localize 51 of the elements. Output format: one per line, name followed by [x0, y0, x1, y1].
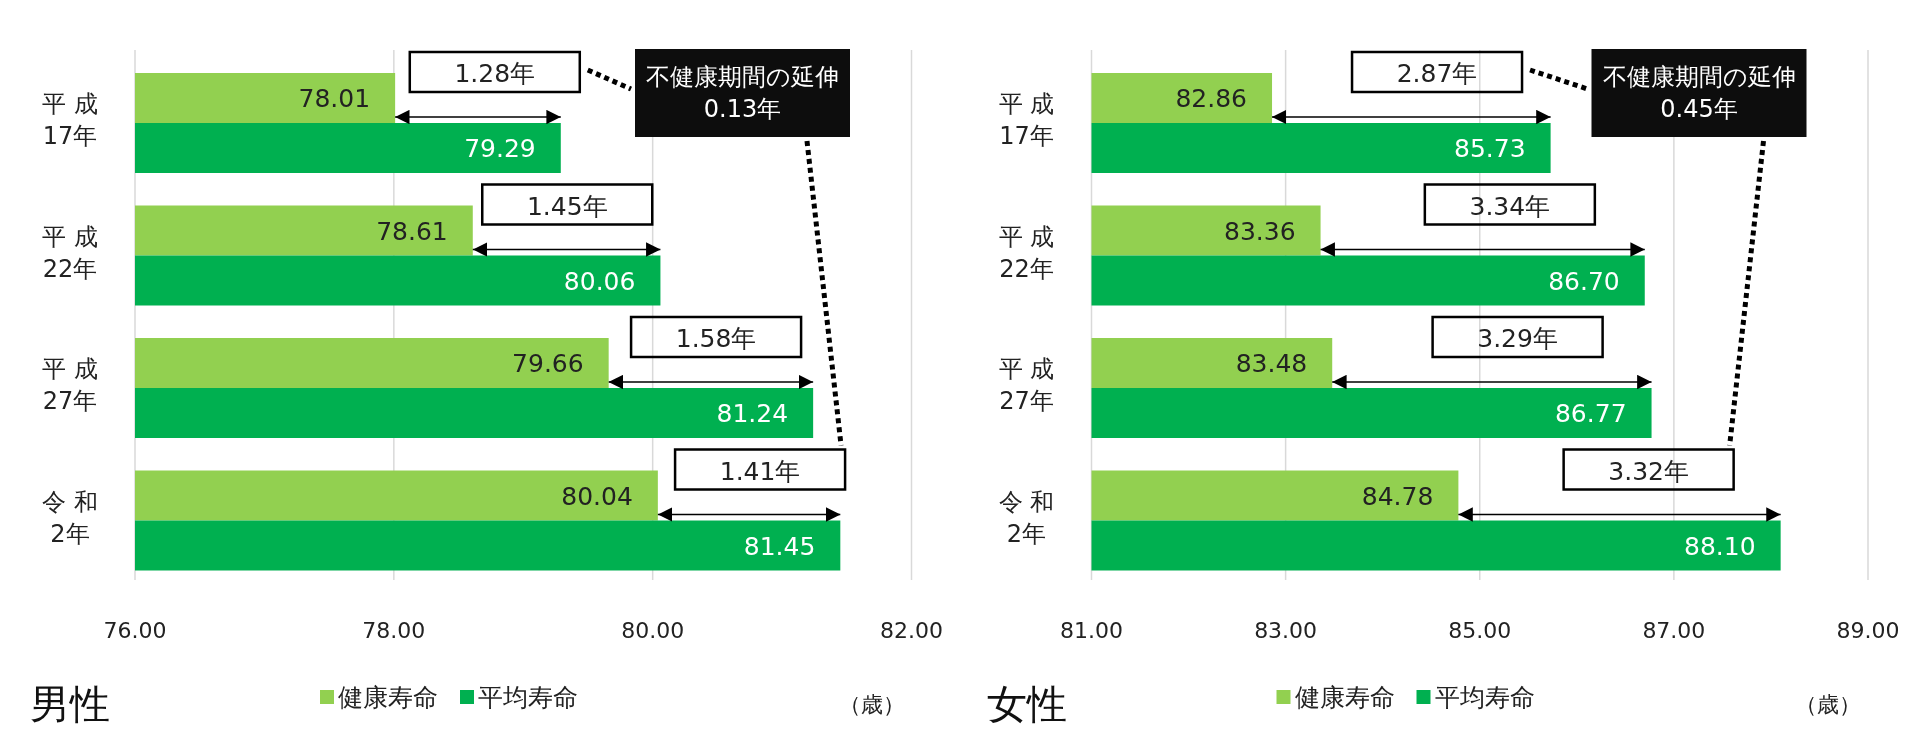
data-label: 79.29: [464, 134, 536, 163]
data-label: 83.36: [1223, 216, 1296, 246]
annotation: 3.29年: [1477, 324, 1558, 353]
data-label: 88.10: [1684, 531, 1756, 561]
y-tick-label: 令 和 2年: [42, 487, 98, 548]
x-tick-label: 85.00: [1448, 618, 1512, 643]
x-tick-label: 80.00: [621, 618, 685, 643]
y-tick-label: 平 成 22年: [998, 222, 1055, 283]
data-label: 80.06: [563, 266, 636, 296]
x-axis-title: （歳）: [1795, 692, 1861, 717]
y-tick-label: 平 成 22年: [42, 222, 98, 283]
annotation: 2.87年: [1396, 59, 1478, 88]
x-axis-title: （歳）: [838, 692, 905, 717]
x-tick-label: 81.00: [1060, 618, 1123, 643]
annotation: 1.45年: [526, 191, 608, 221]
data-label: 85.73: [1454, 134, 1526, 163]
x-tick-label: 83.00: [1254, 618, 1318, 643]
annotation: 3.32年: [1608, 456, 1689, 486]
x-tick-label: 89.00: [1836, 618, 1900, 643]
y-tick-label: 令 和 2年: [998, 487, 1055, 548]
x-tick-label: 78.00: [362, 618, 426, 643]
y-tick-label: 平 成 17年: [998, 90, 1055, 151]
annotation: 3.34年: [1469, 191, 1551, 221]
data-label: 81.45: [743, 531, 816, 561]
data-label: 78.01: [298, 84, 371, 113]
x-tick-label: 82.00: [880, 618, 943, 643]
annotation: 不健康期間の延伸 0.45年: [1602, 63, 1796, 123]
data-label: 79.66: [512, 349, 584, 378]
legend-label: 平均寿命: [478, 683, 578, 712]
legend-label: 健康寿命: [1294, 683, 1395, 712]
text: 男性: [30, 681, 110, 727]
data-label: 83.48: [1235, 349, 1308, 378]
annotation: 1.41年: [719, 456, 801, 486]
y-tick-label: 平 成 17年: [42, 90, 98, 151]
data-label: 80.04: [561, 481, 633, 511]
annotation: 不健康期間の延伸 0.13年: [646, 63, 839, 123]
annotation: 1.28年: [454, 59, 536, 88]
y-tick-label: 平 成 27年: [42, 355, 98, 416]
x-tick-label: 76.00: [103, 618, 167, 643]
data-label: 78.61: [376, 216, 448, 246]
annotation: 1.58年: [675, 324, 757, 353]
x-tick-label: 87.00: [1642, 618, 1706, 643]
y-tick-label: 平 成 27年: [998, 355, 1055, 416]
legend-label: 平均寿命: [1434, 683, 1535, 712]
data-label: 86.70: [1548, 266, 1620, 296]
data-label: 84.78: [1361, 481, 1434, 511]
text: 女性: [986, 681, 1067, 727]
data-label: 81.24: [716, 399, 789, 428]
data-label: 86.77: [1554, 399, 1627, 428]
legend-label: 健康寿命: [338, 683, 438, 712]
data-label: 82.86: [1175, 84, 1248, 113]
